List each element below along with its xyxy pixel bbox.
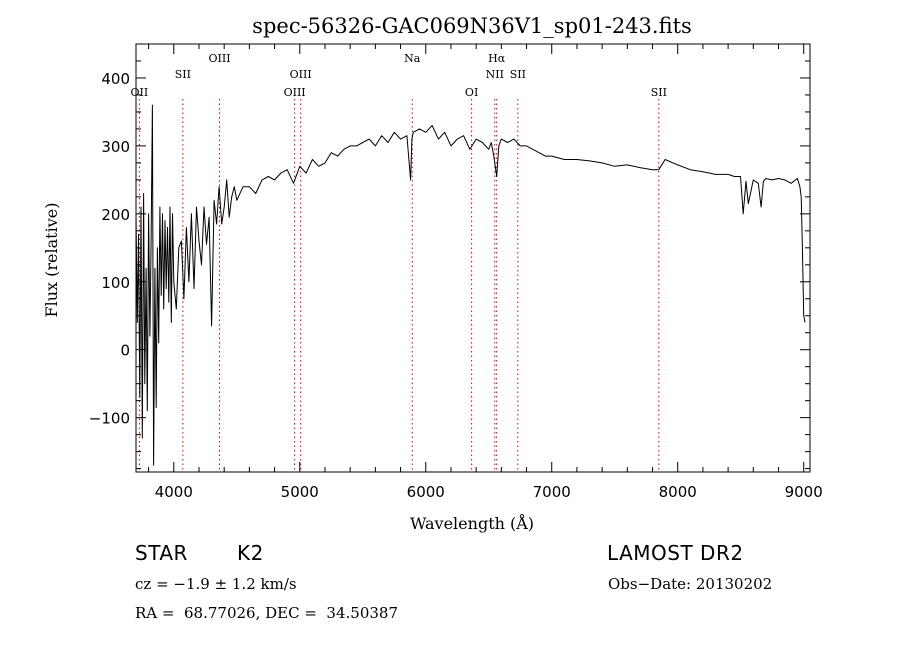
- obs-date-text: Obs−Date: 20130202: [608, 575, 773, 593]
- coordinates-text: RA = 68.77026, DEC = 34.50387: [135, 604, 399, 622]
- emission-line-markers: OII SII OIII OIII OIII Na OI Hα NII SII SII: [131, 52, 667, 472]
- chart-title: spec-56326-GAC069N36V1_sp01-243.fits: [252, 14, 692, 38]
- x-tick-label: 5000: [281, 483, 319, 501]
- x-axis-label: Wavelength (Å): [410, 513, 534, 533]
- emission-line-label: OIII: [290, 68, 312, 81]
- y-tick-label: −100: [89, 410, 130, 428]
- emission-line-label: OIII: [284, 86, 306, 99]
- survey-label: LAMOST DR2: [607, 541, 744, 565]
- y-tick-label: 100: [101, 274, 130, 292]
- redshift-text: cz = −1.9 ± 1.2 km/s: [135, 575, 297, 593]
- y-tick-label: 400: [101, 70, 130, 88]
- emission-line-label: SII: [651, 86, 667, 99]
- y-tick-label: 300: [101, 138, 130, 156]
- y-tick-label: 200: [101, 206, 130, 224]
- emission-line-label: OI: [465, 86, 478, 99]
- emission-line-label: NII: [486, 68, 504, 81]
- x-tick-label: 8000: [659, 483, 697, 501]
- emission-line-label: Hα: [488, 52, 506, 65]
- object-subclass-label: K2: [237, 541, 264, 565]
- emission-line-label: SII: [510, 68, 526, 81]
- emission-line-label: SII: [175, 68, 191, 81]
- plot-frame: [135, 43, 811, 473]
- object-class-label: STAR: [135, 541, 188, 565]
- axes: 4000 5000 6000 7000 8000 9000 −100 0 100 200 300 40…: [89, 43, 823, 501]
- emission-line-label: OII: [131, 86, 149, 99]
- spectrum-line: [135, 104, 806, 466]
- spectrum-series: [135, 104, 806, 466]
- x-tick-label: 4000: [155, 483, 193, 501]
- emission-line-label: Na: [404, 52, 421, 65]
- y-axis-label: Flux (relative): [42, 203, 61, 318]
- y-tick-label: 0: [120, 342, 130, 360]
- x-tick-label: 7000: [533, 483, 571, 501]
- x-tick-label: 6000: [407, 483, 445, 501]
- emission-line-label: OIII: [208, 52, 230, 65]
- x-tick-label: 9000: [785, 483, 823, 501]
